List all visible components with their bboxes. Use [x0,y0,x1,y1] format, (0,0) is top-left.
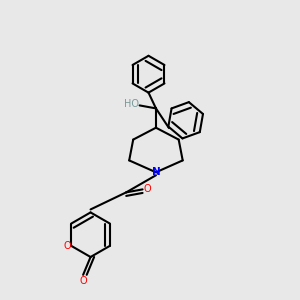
Text: HO: HO [124,99,139,109]
Text: N: N [152,167,160,177]
Text: O: O [64,241,71,251]
Text: O: O [79,276,87,286]
Text: O: O [143,184,151,194]
